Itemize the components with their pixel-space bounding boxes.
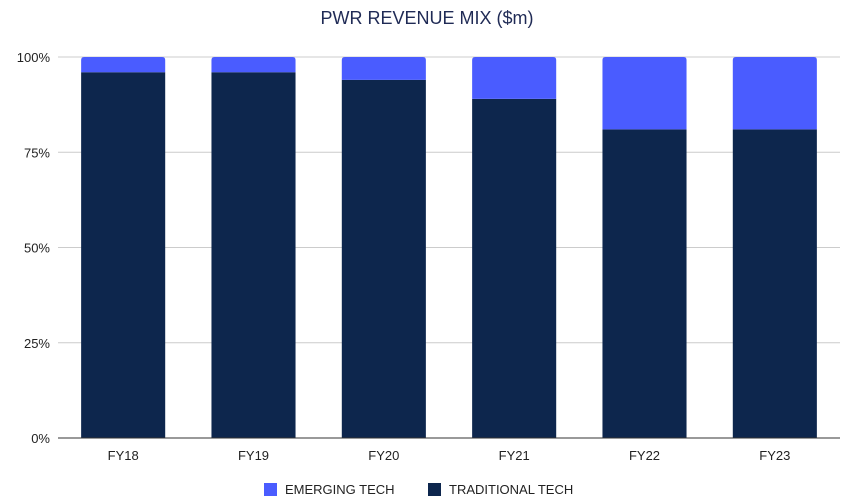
bar-emerging-tech-fy19[interactable]: [211, 57, 296, 73]
legend-swatch-traditional-tech: [428, 483, 441, 496]
y-tick-label: 25%: [24, 336, 50, 351]
x-tick-label: FY23: [759, 448, 790, 463]
y-tick-label: 0%: [31, 431, 50, 446]
y-tick-label: 75%: [24, 145, 50, 160]
bar-emerging-tech-fy18[interactable]: [81, 57, 166, 73]
y-tick-label: 50%: [24, 241, 50, 256]
bar-emerging-tech-fy20[interactable]: [341, 57, 426, 80]
x-tick-label: FY18: [108, 448, 139, 463]
legend-label-traditional-tech[interactable]: TRADITIONAL TECH: [449, 482, 573, 497]
x-tick-label: FY20: [368, 448, 399, 463]
legend-swatch-emerging-tech: [264, 483, 277, 496]
bar-traditional-tech-fy18[interactable]: [81, 72, 166, 439]
legend: EMERGING TECH TRADITIONAL TECH: [264, 482, 573, 497]
legend-label-emerging-tech[interactable]: EMERGING TECH: [285, 482, 395, 497]
x-tick-label: FY21: [499, 448, 530, 463]
bar-traditional-tech-fy23[interactable]: [732, 129, 817, 438]
bars: [81, 57, 817, 439]
bar-traditional-tech-fy21[interactable]: [472, 98, 557, 438]
bar-emerging-tech-fy23[interactable]: [732, 57, 817, 130]
bar-traditional-tech-fy19[interactable]: [211, 72, 296, 439]
y-axis-ticks: 0% 25% 50% 75% 100%: [17, 50, 51, 446]
y-tick-label: 100%: [17, 50, 51, 65]
x-tick-label: FY19: [238, 448, 269, 463]
chart-title: PWR REVENUE MIX ($m): [320, 8, 533, 28]
bar-emerging-tech-fy21[interactable]: [472, 57, 557, 99]
gridlines: [58, 56, 840, 344]
bar-emerging-tech-fy22[interactable]: [602, 57, 687, 130]
bar-traditional-tech-fy22[interactable]: [602, 129, 687, 438]
x-axis-ticks: FY18 FY19 FY20 FY21 FY22 FY23: [108, 448, 791, 463]
bar-traditional-tech-fy20[interactable]: [341, 79, 426, 439]
x-tick-label: FY22: [629, 448, 660, 463]
